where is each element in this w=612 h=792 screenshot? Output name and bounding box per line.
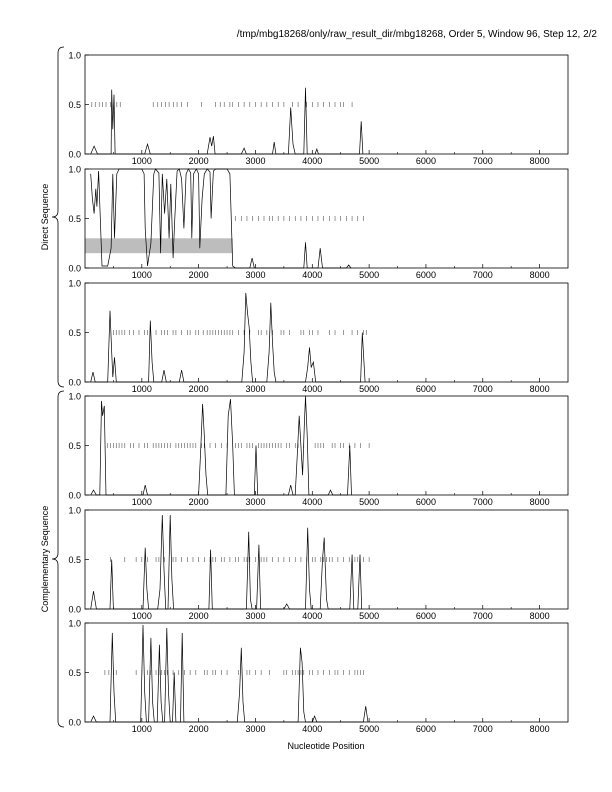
x-tick-label: 4000	[302, 724, 322, 734]
x-tick-label: 8000	[530, 270, 550, 280]
y-tick-label: 1.0	[68, 51, 81, 61]
y-tick-label: 0.0	[68, 605, 81, 615]
brace-complementary	[51, 390, 65, 728]
x-tick-label: 5000	[359, 384, 379, 394]
x-tick-label: 8000	[530, 156, 550, 166]
y-tick-label: 1.0	[68, 619, 81, 629]
x-tick-label: 5000	[359, 611, 379, 621]
x-tick-label: 3000	[245, 384, 265, 394]
x-tick-label: 5000	[359, 497, 379, 507]
y-tick-label: 0.0	[68, 491, 81, 501]
data-line-series-1	[90, 292, 366, 383]
data-line-series-1	[90, 87, 364, 155]
x-tick-label: 6000	[416, 270, 436, 280]
panel-1: 0.0 0.5 1.0 1000 2000 3000 4000 5000 6000 7000 800…	[68, 51, 569, 166]
figure-header: /tmp/mbg18268/only/raw_result_dir/mbg182…	[237, 29, 598, 40]
x-tick-label: 7000	[473, 611, 493, 621]
y-tick-label: 1.0	[68, 279, 81, 289]
brace-direct	[51, 46, 65, 388]
y-tick-label: 0.0	[68, 264, 81, 274]
x-tick-label: 1000	[132, 156, 152, 166]
plot-frame	[84, 395, 569, 496]
x-tick-label: 2000	[189, 497, 209, 507]
group-label-direct: Direct Sequence	[40, 184, 50, 251]
x-tick-label: 3000	[245, 156, 265, 166]
panel-6: 0.0 0.5 1.0 1000 2000 3000 4000 5000 6000 7000 800…	[68, 619, 569, 734]
panel-4: 0.0 0.5 1.0 1000 2000 3000 4000 5000 6000 7000 800…	[68, 392, 569, 507]
x-tick-label: 3000	[245, 497, 265, 507]
y-tick-label: 0.5	[68, 214, 81, 224]
x-tick-label: 1000	[132, 384, 152, 394]
x-tick-label: 5000	[359, 724, 379, 734]
x-tick-label: 4000	[302, 156, 322, 166]
y-tick-label: 0.0	[68, 378, 81, 388]
x-tick-label: 2000	[189, 611, 209, 621]
y-tick-label: 0.5	[68, 441, 81, 451]
x-tick-label: 8000	[530, 724, 550, 734]
x-tick-label: 2000	[189, 156, 209, 166]
panel-3: 0.0 0.5 1.0 1000 2000 3000 4000 5000 6000 7000 800…	[68, 279, 569, 394]
x-tick-label: 7000	[473, 384, 493, 394]
panel-2: 0.0 0.5 1.0 1000 2000 3000 4000 5000 6000 7000 800…	[68, 165, 569, 280]
group-label-complementary: Complementary Sequence	[40, 506, 50, 613]
panel-5: 0.0 0.5 1.0 1000 2000 3000 4000 5000 6000 7000 800…	[68, 506, 569, 621]
x-tick-label: 7000	[473, 270, 493, 280]
x-tick-label: 5000	[359, 270, 379, 280]
y-tick-label: 0.5	[68, 668, 81, 678]
x-tick-label: 1000	[132, 270, 152, 280]
y-tick-label: 0.5	[68, 555, 81, 565]
data-line-series-1	[90, 395, 352, 496]
x-tick-label: 2000	[189, 384, 209, 394]
panels-container: 0.0 0.5 1.0 1000 2000 3000 4000 5000 6000 7000 800…	[51, 46, 569, 734]
x-tick-label: 7000	[473, 497, 493, 507]
x-tick-label: 6000	[416, 724, 436, 734]
x-tick-label: 4000	[302, 384, 322, 394]
y-tick-label: 0.5	[68, 328, 81, 338]
data-line-series-1	[90, 168, 352, 269]
x-tick-label: 8000	[530, 611, 550, 621]
y-tick-label: 1.0	[68, 165, 81, 175]
x-tick-label: 4000	[302, 497, 322, 507]
x-tick-label: 6000	[416, 156, 436, 166]
x-tick-label: 2000	[189, 270, 209, 280]
x-tick-label: 7000	[473, 724, 493, 734]
x-tick-label: 1000	[132, 497, 152, 507]
x-tick-label: 4000	[302, 270, 322, 280]
y-tick-label: 0.0	[68, 150, 81, 160]
x-tick-label: 6000	[416, 611, 436, 621]
data-line-series-1	[90, 514, 363, 610]
y-tick-label: 0.5	[68, 100, 81, 110]
x-tick-label: 3000	[245, 724, 265, 734]
x-tick-label: 7000	[473, 156, 493, 166]
data-line-series-1	[90, 624, 369, 723]
y-tick-label: 1.0	[68, 506, 81, 516]
x-axis-label: Nucleotide Position	[287, 741, 364, 751]
x-tick-label: 6000	[416, 384, 436, 394]
x-tick-label: 8000	[530, 384, 550, 394]
plot-frame	[84, 282, 569, 383]
x-tick-label: 3000	[245, 611, 265, 621]
x-tick-label: 4000	[302, 611, 322, 621]
y-tick-label: 1.0	[68, 392, 81, 402]
shaded-region	[85, 238, 233, 254]
x-tick-label: 6000	[416, 497, 436, 507]
y-tick-label: 0.0	[68, 718, 81, 728]
x-tick-label: 1000	[132, 724, 152, 734]
x-tick-label: 3000	[245, 270, 265, 280]
x-tick-label: 2000	[189, 724, 209, 734]
x-tick-label: 5000	[359, 156, 379, 166]
x-tick-label: 1000	[132, 611, 152, 621]
x-tick-label: 8000	[530, 497, 550, 507]
